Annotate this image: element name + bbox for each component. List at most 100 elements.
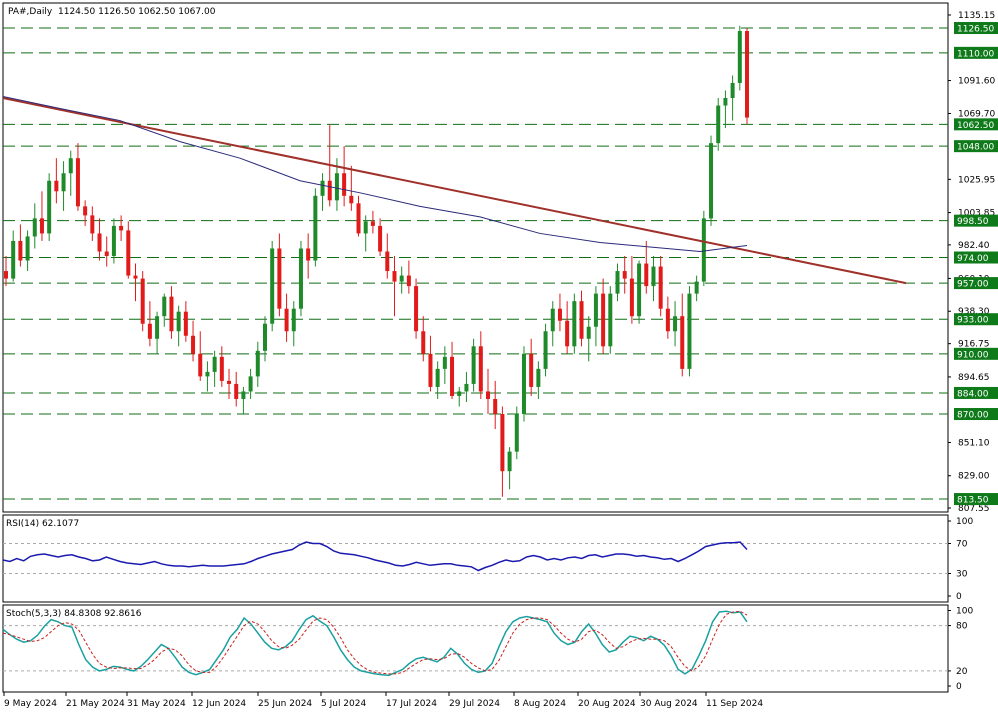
candle bbox=[97, 218, 102, 261]
stoch-tick-label: 80 bbox=[956, 622, 968, 632]
candle bbox=[493, 380, 498, 430]
candle-body bbox=[291, 308, 296, 332]
candle bbox=[629, 256, 634, 324]
candle-body bbox=[169, 296, 174, 332]
stoch-panel-frame bbox=[2, 604, 949, 693]
level-badge bbox=[954, 408, 998, 421]
candle bbox=[47, 173, 52, 241]
candle-body bbox=[550, 308, 555, 332]
candle bbox=[241, 386, 246, 415]
candle-body bbox=[579, 301, 584, 339]
stoch-tick-label: 20 bbox=[956, 667, 968, 677]
candle-body bbox=[392, 271, 397, 282]
time-tick-label: 12 Jun 2024 bbox=[192, 699, 246, 709]
candle bbox=[680, 293, 685, 377]
candle bbox=[572, 293, 577, 354]
ohlc-readout: 1124.50 1126.50 1062.50 1067.00 bbox=[58, 7, 216, 17]
level-badge bbox=[954, 251, 998, 264]
candle bbox=[147, 301, 152, 347]
candle-body bbox=[262, 323, 267, 351]
candle-body bbox=[140, 278, 145, 324]
candle bbox=[39, 191, 44, 241]
level-badge-label: 884.00 bbox=[957, 389, 989, 399]
candle-body bbox=[716, 105, 721, 144]
candle-body bbox=[644, 263, 649, 287]
candle-body bbox=[363, 221, 368, 234]
candle bbox=[399, 266, 404, 294]
candle-body bbox=[277, 248, 282, 309]
candle-body bbox=[536, 368, 541, 387]
moving-average-line bbox=[2, 96, 748, 252]
candle-body bbox=[608, 293, 613, 347]
candle bbox=[665, 296, 670, 339]
candle-body bbox=[147, 323, 152, 339]
candle bbox=[730, 75, 735, 121]
candle bbox=[622, 256, 627, 294]
candle-body bbox=[183, 311, 188, 336]
level-badge bbox=[954, 277, 998, 290]
level-badge bbox=[954, 22, 998, 35]
price-tick-label: 916.75 bbox=[958, 340, 990, 350]
candle-body bbox=[500, 414, 505, 472]
candle-body bbox=[615, 271, 620, 294]
candle bbox=[385, 233, 390, 279]
trendline bbox=[2, 97, 907, 285]
candle-body bbox=[673, 316, 678, 332]
candle-body bbox=[421, 331, 426, 354]
level-badge bbox=[954, 140, 998, 153]
candle bbox=[320, 173, 325, 211]
candle-body bbox=[25, 236, 30, 261]
candle bbox=[442, 346, 447, 384]
candle-body bbox=[212, 356, 217, 372]
candle bbox=[255, 341, 260, 387]
candle-body bbox=[414, 286, 419, 332]
level-badge-label: 957.00 bbox=[957, 280, 989, 290]
price-tick-label: 1003.85 bbox=[958, 209, 995, 219]
candle bbox=[514, 406, 519, 460]
time-tick-label: 25 Jun 2024 bbox=[258, 699, 312, 709]
candle bbox=[68, 150, 73, 196]
candle bbox=[54, 158, 59, 204]
candle-body bbox=[737, 31, 742, 83]
candle-body bbox=[61, 173, 66, 192]
candle bbox=[658, 256, 663, 317]
level-badge-label: 1110.00 bbox=[957, 49, 994, 59]
level-badge bbox=[954, 347, 998, 360]
candle-body bbox=[90, 215, 95, 234]
price-tick-label: 807.55 bbox=[958, 504, 990, 514]
candle bbox=[521, 346, 526, 422]
candle-body bbox=[557, 308, 562, 321]
stoch-signal-line bbox=[2, 610, 748, 675]
candle-body bbox=[162, 296, 167, 317]
candle-body bbox=[406, 275, 411, 287]
candle bbox=[277, 233, 282, 317]
candle bbox=[745, 28, 749, 125]
candle-body bbox=[680, 316, 685, 369]
candle-body bbox=[709, 143, 714, 219]
candle-body bbox=[248, 376, 253, 392]
candle-body bbox=[378, 225, 383, 252]
candle bbox=[169, 286, 174, 339]
candle-body bbox=[701, 218, 706, 282]
candle bbox=[435, 361, 440, 399]
candle bbox=[104, 236, 109, 267]
candlestick-series bbox=[4, 25, 749, 497]
candle bbox=[363, 215, 368, 252]
candle-body bbox=[126, 230, 131, 276]
candle-body bbox=[4, 271, 8, 279]
candle-body bbox=[658, 266, 663, 309]
candle-body bbox=[507, 451, 512, 472]
time-tick-label: 29 Jul 2024 bbox=[449, 699, 500, 709]
overlay-lines bbox=[2, 96, 907, 285]
candle-body bbox=[745, 31, 749, 118]
candle bbox=[306, 233, 311, 279]
candle-body bbox=[342, 173, 347, 196]
candle-body bbox=[119, 225, 124, 231]
candle-body bbox=[306, 248, 311, 261]
candle bbox=[75, 143, 80, 211]
candle bbox=[291, 301, 296, 347]
candle bbox=[313, 188, 318, 267]
candle bbox=[284, 293, 289, 342]
candle bbox=[486, 368, 491, 415]
